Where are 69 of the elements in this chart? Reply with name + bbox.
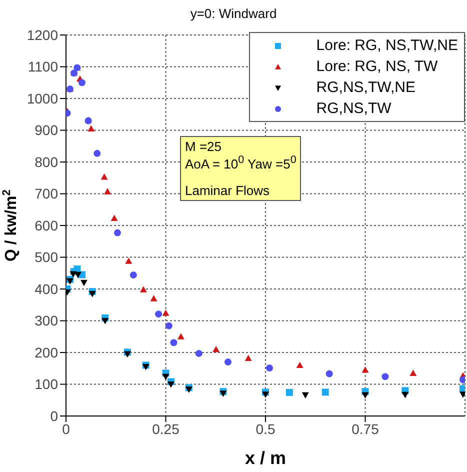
point	[302, 392, 309, 399]
point	[80, 280, 88, 286]
annotation: Laminar Flows	[185, 183, 271, 198]
point	[224, 358, 232, 366]
point	[130, 272, 137, 279]
y-tick-label: 300	[34, 312, 58, 329]
point	[124, 351, 131, 358]
point	[125, 258, 132, 264]
y-tick-label: 600	[34, 217, 58, 234]
y-tick-label: 0	[50, 408, 58, 424]
point	[212, 346, 220, 352]
point	[326, 370, 333, 378]
x-tick-label: 0	[62, 420, 70, 437]
point	[94, 150, 101, 157]
annotation: M =25	[185, 139, 222, 154]
point	[177, 333, 184, 340]
point	[402, 392, 409, 398]
point	[286, 389, 293, 396]
legend-label: Lore: RG, NS,TW,NE	[316, 37, 458, 54]
point	[78, 79, 86, 86]
legend-label: Lore: RG, NS, TW	[316, 58, 438, 75]
y-tick-label: 200	[34, 344, 58, 360]
point	[150, 295, 158, 302]
point	[66, 278, 74, 285]
point	[165, 322, 172, 330]
annotation: AoA = 10$^{0}$ Yaw =5$^{0}$	[185, 154, 296, 172]
point	[167, 381, 174, 388]
point	[382, 373, 389, 380]
point	[185, 386, 192, 393]
point	[266, 364, 273, 372]
y-tick-label: 1100	[28, 58, 58, 75]
y-tick-label: 500	[34, 249, 58, 266]
y-tick-label: 1200	[26, 26, 58, 43]
y-tick-label: 400	[34, 280, 58, 297]
point	[104, 188, 111, 194]
point	[262, 392, 269, 398]
x-tick-label: 0.5	[256, 420, 276, 437]
y-tick-label: 700	[34, 186, 58, 202]
x-tick-label: 0.75	[352, 420, 380, 437]
point	[322, 388, 329, 396]
point	[155, 310, 162, 318]
point	[114, 229, 121, 236]
conditions-note: M =25 AoA = 10$^{0}$ Yaw =5$^{0}$ Laminar Flows	[180, 136, 302, 202]
x-axis-title: x / m	[244, 448, 286, 468]
point	[162, 374, 170, 380]
point	[100, 173, 108, 180]
point	[140, 286, 147, 292]
point	[88, 125, 95, 132]
point	[362, 366, 369, 373]
point	[110, 214, 118, 221]
point	[195, 350, 202, 357]
point	[162, 310, 170, 316]
chart-title: y=0: Windward	[189, 6, 278, 21]
point	[220, 390, 227, 397]
legend-label: RG,NS,TW,NE	[316, 79, 416, 96]
y-tick-label: 100	[34, 376, 58, 392]
y-tick-label: 1000	[26, 90, 58, 106]
point	[244, 354, 252, 362]
point	[410, 370, 417, 376]
point	[170, 339, 178, 346]
x-tick-label: 0.25	[152, 420, 180, 437]
y-tick-label: 900	[34, 122, 58, 138]
legend-label: RG,NS,TW	[316, 100, 392, 117]
point	[362, 392, 369, 399]
point	[74, 272, 82, 278]
point	[296, 362, 304, 368]
point	[88, 290, 96, 298]
point	[102, 318, 109, 324]
y-tick-label: 800	[34, 154, 58, 170]
